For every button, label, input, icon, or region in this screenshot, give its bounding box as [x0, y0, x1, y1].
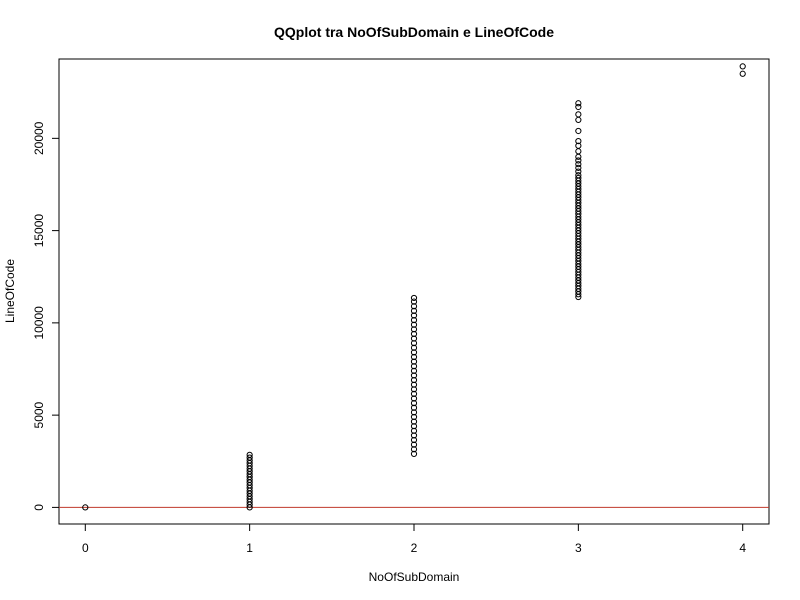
data-point — [410, 294, 418, 302]
data-point — [575, 138, 582, 145]
data-point — [246, 454, 253, 461]
data-point — [575, 148, 582, 155]
data-point — [410, 307, 418, 314]
data-point — [410, 367, 418, 374]
data-point — [410, 358, 418, 365]
data-point — [410, 349, 418, 356]
data-point — [410, 427, 418, 434]
data-point — [410, 386, 418, 393]
data-point — [410, 303, 418, 310]
data-point — [575, 103, 582, 111]
data-point — [246, 451, 253, 458]
data-point — [410, 353, 418, 361]
data-point — [410, 317, 418, 324]
data-point — [410, 418, 418, 425]
y-tick-label: 0 — [32, 504, 46, 511]
data-point — [410, 400, 418, 407]
data-point — [410, 298, 418, 305]
data-point — [575, 164, 582, 171]
data-point — [410, 413, 418, 421]
data-point — [410, 326, 418, 333]
data-point — [410, 450, 418, 457]
data-point — [410, 423, 418, 430]
data-point — [82, 504, 89, 511]
data-point — [575, 116, 582, 123]
data-point — [410, 381, 418, 388]
data-point — [410, 363, 418, 370]
data-point — [410, 312, 418, 319]
y-axis: 0 5000 10000 15000 20000 — [32, 121, 60, 511]
data-points — [82, 63, 746, 511]
data-point — [575, 172, 582, 179]
data-point — [410, 404, 418, 411]
x-tick-label: 4 — [739, 541, 746, 555]
y-tick-label: 15000 — [32, 214, 46, 248]
y-tick-label: 20000 — [32, 121, 46, 155]
data-point — [575, 168, 582, 175]
data-point — [575, 161, 582, 168]
y-axis-title: LineOfCode — [3, 259, 17, 323]
data-point — [575, 174, 582, 182]
data-point — [410, 441, 418, 448]
data-point — [410, 436, 418, 444]
data-point — [575, 127, 582, 135]
data-point — [575, 153, 582, 160]
data-point — [739, 70, 746, 77]
data-point — [739, 63, 746, 70]
x-tick-label: 1 — [246, 541, 253, 555]
data-point — [575, 111, 582, 118]
data-point — [410, 446, 418, 453]
plot-frame — [58, 58, 770, 525]
data-point — [410, 321, 418, 328]
data-point — [410, 409, 418, 416]
x-axis: 0 1 2 3 4 — [82, 523, 746, 555]
chart-title: QQplot tra NoOfSubDomain e LineOfCode — [274, 24, 554, 40]
data-point — [410, 376, 418, 384]
data-point — [410, 340, 418, 347]
y-tick-label: 10000 — [32, 306, 46, 340]
data-point — [575, 142, 582, 149]
x-tick-label: 2 — [411, 541, 418, 555]
y-tick-label: 5000 — [32, 401, 46, 428]
x-tick-label: 3 — [575, 541, 582, 555]
data-point — [410, 432, 418, 439]
data-point — [575, 157, 582, 164]
data-point — [575, 100, 582, 107]
x-tick-label: 0 — [82, 541, 89, 555]
data-point — [410, 344, 418, 351]
data-point — [410, 372, 418, 379]
x-axis-title: NoOfSubDomain — [369, 570, 460, 584]
data-point — [410, 395, 418, 402]
data-point — [410, 330, 418, 338]
data-point — [410, 335, 418, 342]
data-point — [410, 390, 418, 398]
